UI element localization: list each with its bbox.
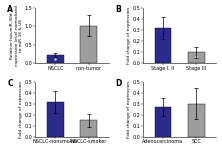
Text: *: *: [54, 57, 57, 62]
Bar: [188, 52, 205, 63]
Bar: [155, 28, 171, 63]
Bar: [47, 55, 64, 63]
Bar: [188, 104, 205, 137]
Y-axis label: Relative hsa-miR-30d
expression level normalized
to miR-16 & U6: Relative hsa-miR-30d expression level no…: [10, 5, 23, 66]
Text: B: B: [115, 5, 121, 14]
Y-axis label: Fold change of expression: Fold change of expression: [127, 7, 131, 64]
Text: D: D: [115, 79, 121, 88]
Bar: [80, 26, 97, 63]
Bar: [47, 102, 64, 137]
Y-axis label: Fold change of expression: Fold change of expression: [19, 81, 23, 138]
Bar: [80, 120, 97, 137]
Text: A: A: [7, 5, 13, 14]
Bar: [155, 107, 171, 137]
Text: C: C: [7, 79, 13, 88]
Text: *: *: [195, 56, 198, 61]
Y-axis label: Fold change of expression: Fold change of expression: [127, 81, 131, 138]
